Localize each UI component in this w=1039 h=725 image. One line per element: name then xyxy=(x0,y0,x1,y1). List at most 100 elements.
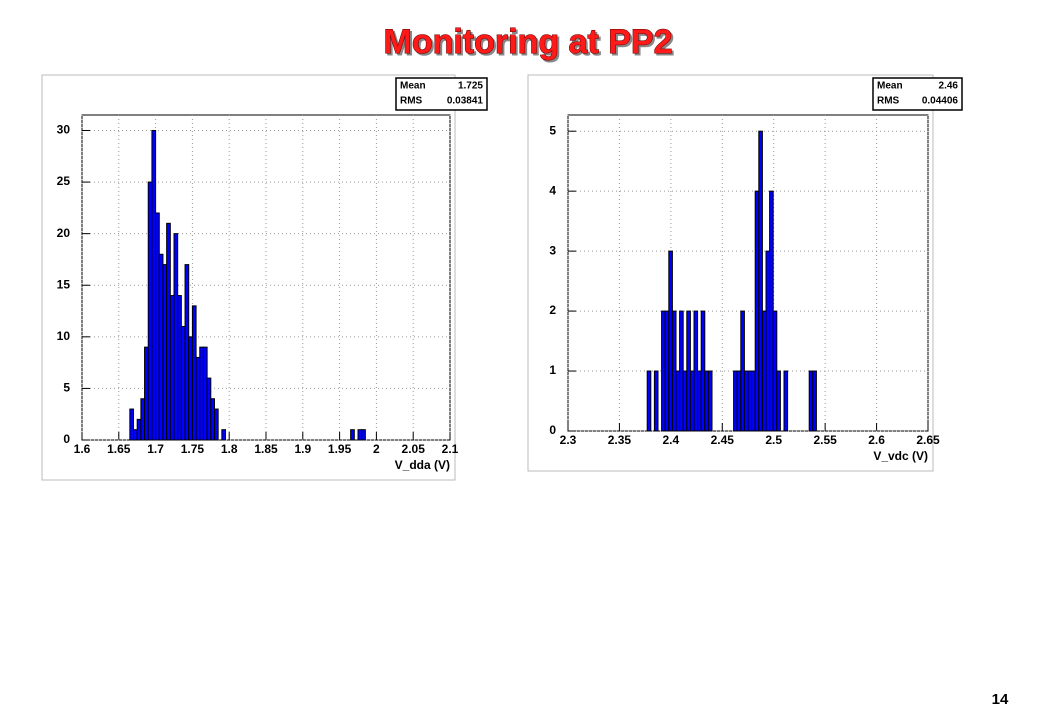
stats-value: 1.725 xyxy=(458,81,483,92)
x-tick-label: 2.4 xyxy=(663,433,680,447)
bar xyxy=(646,370,652,432)
bar xyxy=(704,370,709,432)
x-tick-label: 1.75 xyxy=(181,442,205,456)
bar xyxy=(765,250,771,432)
stats-value: 0.03841 xyxy=(447,96,484,107)
x-tick-label: 2.6 xyxy=(868,433,885,447)
x-tick-label: 2.5 xyxy=(765,433,782,447)
bar xyxy=(761,310,767,432)
bar xyxy=(133,429,138,441)
bar xyxy=(733,370,738,432)
bar xyxy=(697,370,702,432)
bar xyxy=(668,250,673,432)
x-tick-label: 2.05 xyxy=(402,442,426,456)
bar xyxy=(213,408,219,441)
y-tick-label: 0 xyxy=(549,423,556,437)
bar xyxy=(700,310,706,432)
bar xyxy=(707,370,713,432)
bar xyxy=(144,346,149,441)
stats-label: RMS xyxy=(877,96,900,107)
bar xyxy=(350,429,355,441)
bar xyxy=(184,264,190,441)
bar xyxy=(180,326,186,441)
bar xyxy=(783,370,789,432)
stats-value: 2.46 xyxy=(939,81,959,92)
x-tick-label: 1.9 xyxy=(294,442,311,456)
bar xyxy=(169,295,175,441)
y-tick-label: 25 xyxy=(57,174,71,188)
bar xyxy=(155,212,160,441)
bar xyxy=(772,310,778,432)
stats-label: Mean xyxy=(877,81,903,92)
x-axis-label: V_dda (V) xyxy=(395,458,450,472)
y-tick-label: 0 xyxy=(63,432,70,446)
bar xyxy=(158,253,164,441)
bar xyxy=(129,408,135,441)
x-tick-label: 1.85 xyxy=(254,442,278,456)
bar xyxy=(151,129,157,441)
x-tick-label: 2.55 xyxy=(813,433,837,447)
x-tick-label: 1.7 xyxy=(147,442,164,456)
x-tick-label: 2.1 xyxy=(442,442,459,456)
bar xyxy=(679,310,684,432)
x-tick-label: 1.65 xyxy=(107,442,131,456)
bar xyxy=(758,130,763,432)
stats-box xyxy=(872,77,963,111)
bar xyxy=(682,370,688,432)
bar xyxy=(747,370,753,432)
bar xyxy=(661,310,666,432)
y-tick-label: 1 xyxy=(549,363,556,377)
bar xyxy=(136,418,142,441)
x-tick-label: 2.3 xyxy=(560,433,577,447)
bar xyxy=(808,370,814,432)
x-tick-label: 2.35 xyxy=(608,433,632,447)
y-tick-label: 15 xyxy=(57,277,71,291)
x-tick-label: 2.65 xyxy=(916,433,940,447)
y-tick-label: 10 xyxy=(57,329,71,343)
bar xyxy=(671,310,677,432)
y-tick-label: 2 xyxy=(549,303,556,317)
slide-title: Monitoring at PP2 xyxy=(384,23,673,61)
bar xyxy=(751,370,756,432)
bar xyxy=(221,429,227,441)
bar xyxy=(740,310,745,432)
y-tick-label: 5 xyxy=(63,381,70,395)
bar xyxy=(191,305,197,441)
bar xyxy=(188,336,193,441)
bar xyxy=(140,398,146,441)
x-tick-label: 1.6 xyxy=(74,442,91,456)
y-tick-label: 30 xyxy=(57,123,71,137)
bar xyxy=(689,370,695,432)
bar xyxy=(743,370,749,432)
bar xyxy=(173,233,179,441)
bar xyxy=(812,370,817,432)
bar xyxy=(195,356,201,441)
y-tick-label: 20 xyxy=(57,226,71,240)
stats-value: 0.04406 xyxy=(922,96,959,107)
bar xyxy=(675,370,681,432)
bar xyxy=(357,429,363,441)
pad-border xyxy=(527,74,934,472)
y-tick-label: 5 xyxy=(549,123,556,137)
bar xyxy=(653,370,659,432)
y-tick-label: 3 xyxy=(549,243,556,257)
bar xyxy=(664,310,670,432)
stats-box xyxy=(395,77,488,111)
bar xyxy=(776,370,781,432)
bar xyxy=(736,370,742,432)
bar xyxy=(686,310,691,432)
x-tick-label: 2 xyxy=(373,442,380,456)
x-tick-label: 1.95 xyxy=(328,442,352,456)
x-tick-label: 2.45 xyxy=(711,433,735,447)
stats-label: RMS xyxy=(400,96,423,107)
y-tick-label: 4 xyxy=(549,183,556,197)
bar xyxy=(177,295,182,441)
bar xyxy=(202,346,208,441)
bar xyxy=(693,310,699,432)
x-axis-label: V_vdc (V) xyxy=(873,449,928,463)
bar xyxy=(166,222,171,441)
page-number: 14 xyxy=(992,691,1009,708)
bar xyxy=(754,190,760,432)
bar xyxy=(206,377,212,441)
